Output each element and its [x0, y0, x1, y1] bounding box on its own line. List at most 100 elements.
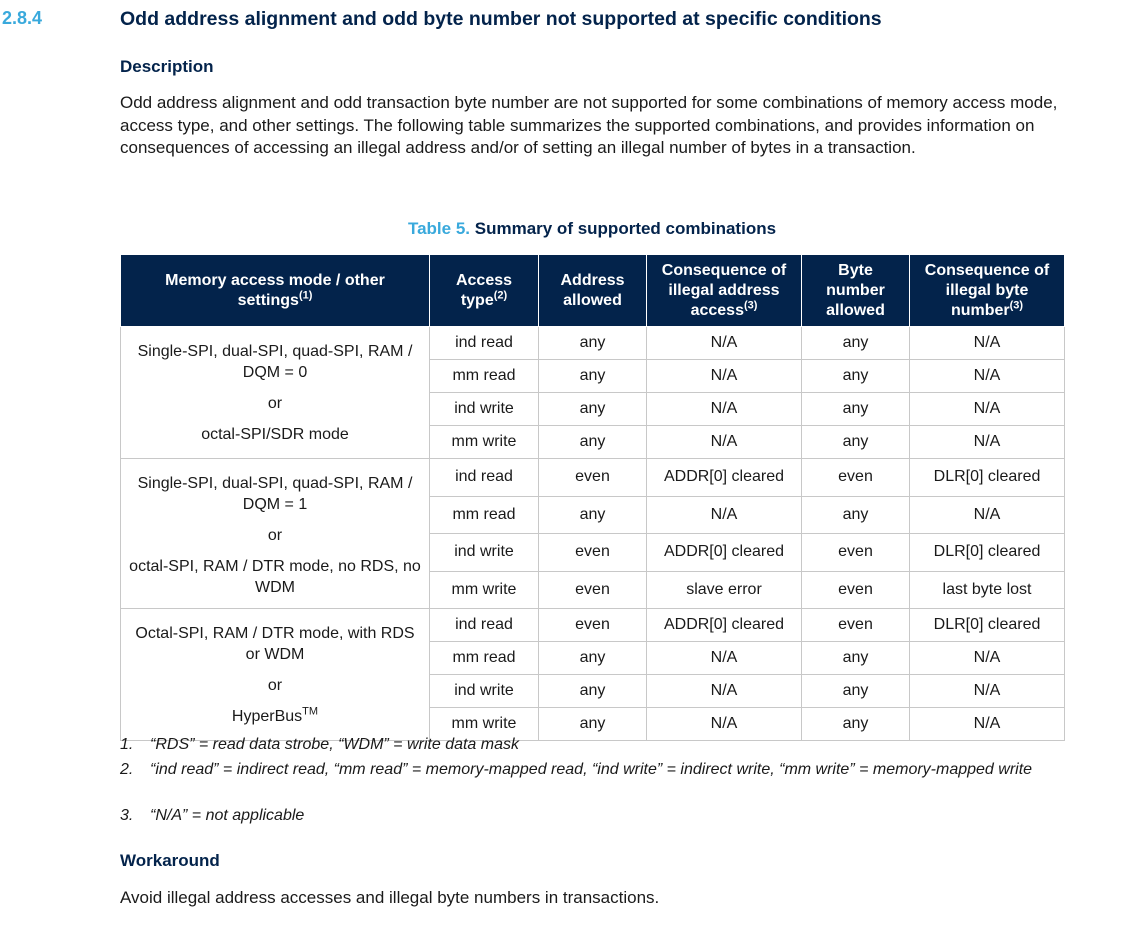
cell: N/A — [909, 495, 1065, 534]
cell: ind read — [429, 458, 539, 497]
cell: mm read — [429, 641, 539, 675]
header-cell: Address allowed — [538, 254, 647, 327]
header-text: Consequence of illegal byte number — [924, 261, 1050, 319]
cell: any — [801, 425, 910, 459]
cell: any — [801, 359, 910, 393]
section-number: 2.8.4 — [2, 8, 43, 28]
description-text: Odd address alignment and odd transactio… — [120, 93, 1058, 157]
mode-line: or — [267, 677, 283, 694]
mode-line: octal-SPI, RAM / DTR mode, no RDS, no WD… — [129, 558, 421, 596]
footnote-number: 3. — [120, 807, 134, 824]
header-note: (3) — [743, 299, 758, 312]
cell: N/A — [646, 392, 802, 426]
cell: even — [538, 570, 647, 609]
cell: N/A — [646, 674, 802, 708]
mode-line: or — [267, 527, 283, 544]
mode-line: Octal-SPI, RAM / DTR mode, with RDS or W… — [135, 625, 415, 663]
table-row: ind write any N/A any N/A — [121, 674, 1065, 708]
table-row: mm write any N/A any N/A — [121, 707, 1065, 741]
cell: N/A — [909, 392, 1065, 426]
mode-line: or — [267, 395, 283, 412]
cell: any — [538, 359, 647, 393]
cell: N/A — [646, 326, 802, 360]
cell: any — [538, 674, 647, 708]
cell: any — [538, 641, 647, 675]
cell: N/A — [909, 707, 1065, 741]
table-title: Summary of supported combinations — [474, 219, 777, 238]
header-cell: Consequence of illegal byte number(3) — [909, 254, 1065, 327]
cell: ADDR[0] cleared — [646, 608, 802, 642]
header-text: Memory access mode / other settings — [165, 271, 385, 309]
cell: N/A — [646, 425, 802, 459]
footnote: 1. “RDS” = read data strobe, “WDM” = writ… — [120, 735, 1050, 755]
header-note: (3) — [1009, 299, 1024, 312]
cell: even — [538, 608, 647, 642]
cell: even — [801, 458, 910, 497]
cell: ind write — [429, 674, 539, 708]
header-cell: Consequence of illegal address access(3) — [646, 254, 802, 327]
header-text: Byte number allowed — [826, 261, 885, 319]
table-row: mm write any N/A any N/A — [121, 425, 1065, 459]
cell: N/A — [646, 359, 802, 393]
footnote: 2. “ind read” = indirect read, “mm read” … — [120, 760, 1050, 780]
footnote-text: “N/A” = not applicable — [150, 807, 305, 824]
table-row: ind write any N/A any N/A — [121, 392, 1065, 426]
cell: N/A — [909, 674, 1065, 708]
header-cell: Access type(2) — [429, 254, 539, 327]
cell: ADDR[0] cleared — [646, 458, 802, 497]
cell: mm write — [429, 707, 539, 741]
cell: N/A — [909, 359, 1065, 393]
footnote-number: 2. — [120, 761, 134, 778]
footnote-text: “ind read” = indirect read, “mm read” = … — [150, 761, 1033, 778]
mode-line: octal-SPI/SDR mode — [201, 426, 349, 443]
table-row: mm read any N/A any N/A — [121, 359, 1065, 393]
table-row: mm read any N/A any N/A — [121, 495, 1065, 534]
header-cell: Byte number allowed — [801, 254, 910, 327]
cell: ind read — [429, 326, 539, 360]
header-text: Address allowed — [560, 271, 625, 309]
header-note: (1) — [298, 289, 313, 302]
cell: even — [538, 458, 647, 497]
cell: any — [801, 641, 910, 675]
cell: any — [801, 674, 910, 708]
header-text: Access type — [455, 271, 513, 309]
table-row: Octal-SPI, RAM / DTR mode, with RDS or W… — [120, 608, 1065, 741]
cell: mm read — [429, 495, 539, 534]
cell: even — [538, 533, 647, 572]
cell: ADDR[0] cleared — [646, 533, 802, 572]
cell: mm write — [429, 425, 539, 459]
header-cell: Memory access mode / other settings(1) — [120, 254, 430, 327]
cell: any — [538, 707, 647, 741]
cell: any — [801, 495, 910, 534]
table-caption: Table 5. Summary of supported combinatio… — [120, 219, 1064, 239]
mode-cell: Octal-SPI, RAM / DTR mode, with RDS or W… — [120, 608, 430, 741]
cell: even — [801, 570, 910, 609]
cell: ind write — [429, 392, 539, 426]
cell: N/A — [909, 326, 1065, 360]
cell: DLR[0] cleared — [909, 458, 1065, 497]
cell: mm read — [429, 359, 539, 393]
table: Memory access mode / other settings(1) Ac… — [120, 254, 1065, 741]
table-row: Single-SPI, dual-SPI, quad-SPI, RAM / DQ… — [120, 326, 1065, 459]
cell: ind read — [429, 608, 539, 642]
table-row: Single-SPI, dual-SPI, quad-SPI, RAM / DQ… — [120, 458, 1065, 609]
cell: mm write — [429, 570, 539, 609]
cell: any — [801, 326, 910, 360]
cell: N/A — [909, 425, 1065, 459]
cell: DLR[0] cleared — [909, 533, 1065, 572]
header-note: (2) — [493, 289, 508, 302]
footnote-text: “RDS” = read data strobe, “WDM” = write … — [150, 736, 519, 753]
cell: N/A — [646, 495, 802, 534]
cell: any — [538, 392, 647, 426]
footnote-number: 1. — [120, 736, 134, 753]
cell: any — [801, 707, 910, 741]
header-row: Memory access mode / other settings(1) Ac… — [120, 254, 1065, 327]
cell: even — [801, 608, 910, 642]
table-row: mm read any N/A any N/A — [121, 641, 1065, 675]
description-heading: Description — [120, 57, 214, 76]
trademark: TM — [302, 705, 319, 718]
cell: slave error — [646, 570, 802, 609]
section-title: Odd address alignment and odd byte numbe… — [120, 8, 882, 30]
cell: DLR[0] cleared — [909, 608, 1065, 642]
